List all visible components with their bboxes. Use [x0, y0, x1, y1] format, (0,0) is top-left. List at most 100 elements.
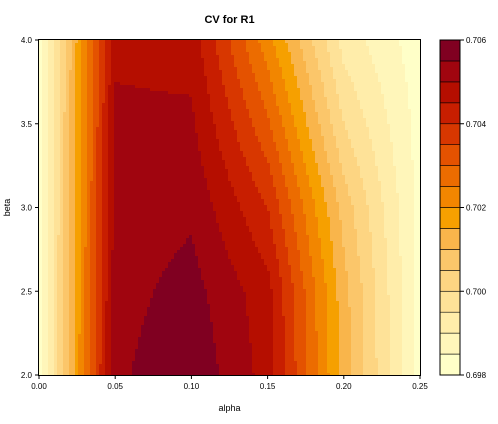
contour-cell — [360, 148, 364, 152]
contour-cell — [39, 139, 43, 143]
contour-cell — [243, 55, 247, 59]
contour-cell — [414, 142, 418, 146]
contour-cell — [51, 46, 55, 50]
contour-cell — [282, 82, 286, 86]
contour-cell — [177, 67, 181, 71]
contour-cell — [153, 148, 157, 152]
contour-cell — [201, 112, 205, 116]
contour-cell — [333, 145, 337, 149]
contour-cell — [165, 40, 169, 44]
contour-cell — [378, 151, 382, 155]
contour-cell — [111, 70, 115, 74]
contour-cell — [228, 115, 232, 119]
contour-cell — [111, 73, 115, 77]
contour-cell — [291, 130, 295, 134]
contour-cell — [93, 49, 97, 53]
contour-cell — [171, 109, 175, 113]
contour-cell — [282, 142, 286, 146]
contour-cell — [108, 145, 112, 149]
contour-cell — [225, 142, 229, 146]
contour-cell — [120, 121, 124, 125]
contour-cell — [366, 145, 370, 149]
contour-cell — [57, 91, 61, 95]
contour-cell — [48, 79, 52, 83]
contour-cell — [333, 55, 337, 59]
contour-cell — [51, 79, 55, 83]
contour-cell — [381, 79, 385, 83]
contour-cell — [276, 124, 280, 128]
contour-cell — [414, 70, 418, 74]
contour-cell — [72, 154, 76, 158]
contour-cell — [216, 124, 220, 128]
contour-cell — [135, 121, 139, 125]
contour-cell — [243, 52, 247, 56]
contour-cell — [159, 154, 163, 158]
contour-cell — [96, 55, 100, 59]
contour-cell — [93, 100, 97, 104]
contour-cell — [69, 154, 73, 158]
contour-cell — [291, 94, 295, 98]
contour-cell — [405, 76, 409, 80]
contour-cell — [330, 64, 334, 68]
contour-cell — [345, 85, 349, 89]
contour-cell — [375, 70, 379, 74]
contour-cell — [204, 52, 208, 56]
contour-cell — [120, 67, 124, 71]
contour-cell — [363, 85, 367, 89]
contour-cell — [207, 88, 211, 92]
contour-cell — [147, 67, 151, 71]
contour-cell — [54, 97, 58, 101]
contour-cell — [225, 64, 229, 68]
contour-cell — [138, 70, 142, 74]
contour-cell — [414, 115, 418, 119]
contour-cell — [144, 118, 148, 122]
contour-cell — [57, 61, 61, 65]
contour-cell — [171, 49, 175, 53]
contour-cell — [411, 103, 415, 107]
contour-cell — [93, 112, 97, 116]
contour-cell — [384, 88, 388, 92]
contour-cell — [243, 40, 247, 44]
contour-cell — [234, 88, 238, 92]
contour-cell — [123, 145, 127, 149]
contour-cell — [225, 109, 229, 113]
contour-cell — [327, 49, 331, 53]
contour-cell — [291, 82, 295, 86]
contour-cell — [324, 127, 328, 131]
contour-cell — [87, 91, 91, 95]
contour-cell — [129, 55, 133, 59]
contour-cell — [273, 124, 277, 128]
contour-cell — [171, 85, 175, 89]
contour-cell — [213, 79, 217, 83]
contour-cell — [363, 55, 367, 59]
contour-cell — [231, 58, 235, 62]
contour-cell — [249, 49, 253, 53]
contour-cell — [189, 82, 193, 86]
contour-cell — [81, 115, 85, 119]
contour-cell — [114, 142, 118, 146]
contour-cell — [147, 118, 151, 122]
contour-cell — [48, 133, 52, 137]
contour-cell — [45, 100, 49, 104]
contour-cell — [201, 61, 205, 65]
contour-cell — [348, 46, 352, 50]
contour-cell — [192, 76, 196, 80]
contour-cell — [360, 85, 364, 89]
contour-cell — [279, 130, 283, 134]
contour-cell — [381, 154, 385, 158]
contour-cell — [285, 154, 289, 158]
contour-cell — [333, 61, 337, 65]
contour-cell — [273, 154, 277, 158]
contour-cell — [339, 70, 343, 74]
contour-cell — [333, 103, 337, 107]
contour-cell — [201, 115, 205, 119]
contour-cell — [195, 112, 199, 116]
contour-cell — [330, 52, 334, 56]
contour-cell — [153, 61, 157, 65]
contour-cell — [201, 91, 205, 95]
contour-cell — [339, 118, 343, 122]
contour-cell — [300, 106, 304, 110]
contour-cell — [153, 64, 157, 68]
contour-cell — [327, 139, 331, 143]
contour-cell — [189, 151, 193, 155]
